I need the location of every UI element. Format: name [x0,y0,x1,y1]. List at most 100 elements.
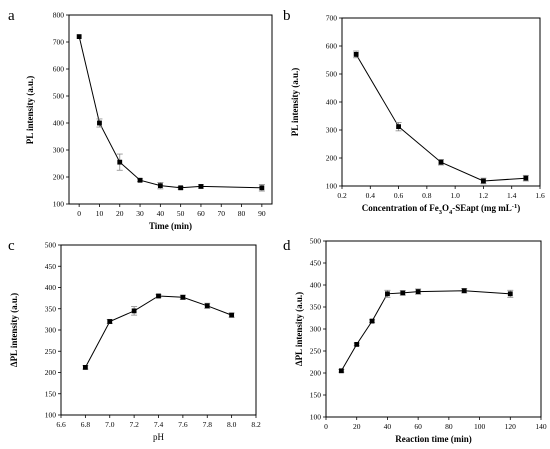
y-tick-label: 500 [326,70,338,79]
x-axis-label: Time (min) [149,221,192,231]
x-tick-label: 0.2 [337,191,347,200]
y-tick-label: 100 [326,182,338,191]
panel-letter: c [8,238,15,254]
y-tick-label: 600 [53,65,65,74]
x-tick-label: 8.2 [251,420,261,429]
data-point [131,308,137,314]
y-tick-label: 200 [53,173,65,182]
data-point [396,124,401,130]
x-axis-label: pH [153,432,165,442]
data-point [259,185,265,191]
data-point [107,319,113,324]
y-tick-label: 500 [310,237,322,246]
y-tick-label: 200 [310,369,322,378]
x-tick-label: 1.0 [450,191,460,200]
y-tick-label: 200 [326,154,338,163]
x-tick-label: 80 [238,209,246,218]
panel-b: b 0.2 0.4 0.6 0.8 1.0 1.2 1.4 1.6 100 200 300 400 500… [283,8,545,216]
x-tick-label: 20 [353,422,361,431]
panel-letter: a [8,8,15,24]
data-point [338,368,344,374]
y-axis-label: ΔPL intensity (a.u.) [294,292,304,366]
x-tick-label: 10 [96,209,104,218]
x-tick-label: 40 [384,422,392,431]
x-tick-label: 140 [535,422,547,431]
y-axis-label: PL intensity (a.u.) [25,76,35,145]
data-point [354,342,360,347]
y-tick-label: 100 [45,411,57,420]
y-tick-label: 250 [45,347,57,356]
x-tick-label: 60 [197,209,205,218]
x-tick-label: 20 [116,209,124,218]
x-tick-label: 7.4 [154,420,164,429]
series-line [340,290,511,372]
x-tick-label: 0 [324,422,328,431]
plot-frame [325,240,542,418]
panel-a: a 0 10 20 30 40 50 60 70 80 90 100 200 300 400 500 600 70… [8,8,273,231]
x-tick-label: 1.6 [535,191,545,200]
x-tick-label: 40 [157,209,165,218]
y-tick-label: 100 [53,200,65,209]
x-tick-label: 7.0 [105,420,115,429]
data-point [523,175,529,181]
y-tick-label: 500 [45,241,57,250]
x-axis-label-part: Concentration of Fe [362,203,439,213]
x-tick-label: 0.6 [394,191,404,200]
data-point [157,183,163,189]
y-axis-label: ΔPL intensity (a.u.) [9,293,19,367]
data-point [415,289,421,294]
data-point [82,365,88,370]
x-tick-label: 120 [505,422,517,431]
x-tick-label: 70 [218,209,226,218]
data-point [180,294,186,300]
plot-frame [68,14,273,205]
panel-c: c 6.6 6.8 7.0 7.2 7.4 7.6 7.8 8.0 8.2 100 150 200 250… [8,238,261,442]
x-tick-label: 6.6 [56,420,66,429]
x-tick-label: 50 [177,209,185,218]
x-tick-label: 7.2 [129,420,139,429]
data-point [156,293,161,299]
panel-letter: b [283,8,291,24]
data-point [97,120,102,126]
x-tick-label: 90 [258,209,266,218]
data-point [117,159,123,165]
x-axis-label-part: ) [517,203,520,213]
y-tick-label: 450 [310,259,322,268]
panel-d: d 0 20 40 60 80 100 120 140 100 150 200 250 300 350 400… [283,237,547,444]
x-tick-label: 7.6 [178,420,188,429]
data-point [178,185,184,191]
y-axis-label: PL intensity (a.u.) [290,68,300,137]
y-tick-label: 400 [326,98,338,107]
y-tick-label: 300 [53,146,65,155]
x-axis-label-part: -SEapt (mg mL [452,203,512,213]
y-tick-label: 150 [310,391,322,400]
x-tick-label: 80 [445,422,453,431]
data-point [400,290,406,296]
series-line [84,295,232,368]
data-point [438,159,444,165]
y-tick-label: 400 [53,119,65,128]
data-point [385,291,390,297]
x-tick-label: 1.2 [479,191,489,200]
y-tick-label: 600 [326,42,338,51]
y-tick-label: 100 [310,413,322,422]
data-point [229,312,235,318]
x-tick-label: 6.8 [81,420,91,429]
x-tick-label: 30 [136,209,144,218]
x-tick-label: 0.8 [422,191,432,200]
y-tick-label: 400 [45,283,57,292]
data-point [461,288,467,294]
x-axis-label-part: 4 [449,209,453,216]
x-tick-label: 1.4 [507,191,517,200]
y-tick-label: 350 [310,303,322,312]
x-axis-label: Concentration of Fe3O4-SEapt (mg mL-1) [362,203,520,216]
x-tick-label: 0 [77,209,81,218]
x-axis-label-part: 3 [439,209,443,216]
y-tick-label: 300 [326,126,338,135]
y-tick-label: 250 [310,347,322,356]
y-tick-label: 700 [53,38,65,47]
plot-frame [60,244,257,416]
y-tick-label: 400 [310,281,322,290]
x-tick-label: 100 [474,422,486,431]
